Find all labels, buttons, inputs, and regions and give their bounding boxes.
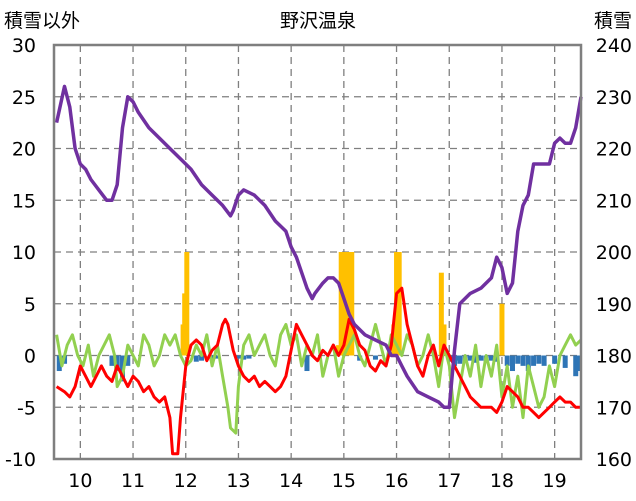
precip_orange-bar-8 [349, 252, 355, 356]
precip_blue-bar-6 [193, 355, 199, 362]
left-axis-ticks: 30 25 20 15 10 5 0 -5 -10 [5, 35, 36, 471]
x-tick-6: 16 [384, 470, 408, 492]
precip_blue-bar-7 [199, 355, 205, 361]
right-tick-7: 170 [596, 397, 632, 419]
right-axis-label: 積雪 [594, 10, 632, 32]
right-tick-5: 190 [596, 294, 632, 316]
precip_orange-bar-2 [184, 252, 190, 356]
right-tick-3: 210 [596, 190, 632, 212]
precip_blue-bar-10 [235, 355, 241, 359]
precip_blue-bar-36 [562, 355, 568, 368]
x-tick-4: 14 [279, 470, 303, 492]
left-tick-5: 5 [24, 294, 36, 316]
x-tick-7: 17 [437, 470, 461, 492]
precip_blue-bar-9 [214, 355, 220, 359]
precip_orange-bar-14 [499, 303, 505, 356]
precip_blue-bar-32 [531, 355, 537, 366]
precip_blue-bar-35 [552, 355, 558, 364]
temp_red-line [55, 286, 581, 456]
temp_green-line [55, 322, 583, 435]
left-axis-label: 積雪以外 [4, 10, 80, 32]
right-axis-ticks: 240 230 220 210 200 190 180 170 160 [596, 35, 632, 471]
x-tick-8: 18 [490, 470, 514, 492]
precip_orange-bar-7 [346, 252, 352, 356]
precip_blue-bar-18 [454, 355, 460, 361]
precip_blue-bar-30 [520, 355, 526, 366]
right-tick-8: 160 [596, 449, 632, 471]
precip_blue-bar-15 [372, 355, 378, 360]
x-tick-9: 19 [543, 470, 567, 492]
precip_blue-bar-37 [573, 355, 579, 377]
plot-frame [52, 43, 583, 461]
right-tick-2: 220 [596, 139, 632, 161]
precip_blue-bar-28 [509, 355, 515, 372]
precip_blue-bar-21 [467, 355, 473, 361]
right-tick-6: 180 [596, 346, 632, 368]
left-tick-3: 15 [12, 190, 36, 212]
precip_orange-bar-3 [336, 345, 342, 356]
x-tick-5: 15 [332, 470, 356, 492]
x-tick-1: 11 [121, 470, 145, 492]
x-tick-0: 10 [68, 470, 92, 492]
x-tick-2: 12 [174, 470, 198, 492]
precip_blue-bar-25 [488, 355, 494, 361]
left-tick-0: 30 [12, 35, 36, 57]
chart-title: 野沢温泉 [280, 10, 356, 32]
precip_blue-bar-38 [575, 355, 581, 372]
x-axis-ticks: 10 11 12 13 14 15 16 17 18 19 [68, 470, 566, 492]
series-lines [54, 84, 583, 456]
precip_blue-bar-27 [504, 355, 510, 366]
x-tick-3: 13 [226, 470, 250, 492]
left-tick-7: -5 [17, 397, 36, 419]
right-tick-1: 230 [596, 87, 632, 109]
precip_blue-bar-23 [478, 355, 484, 361]
left-tick-1: 25 [12, 87, 36, 109]
precip_blue-bar-19 [457, 355, 463, 364]
right-tick-0: 240 [596, 35, 632, 57]
snow_depth-line [54, 84, 583, 410]
precip_blue-bar-13 [304, 355, 310, 372]
right-tick-4: 200 [596, 242, 632, 264]
precip_blue-bar-11 [241, 355, 247, 360]
precip_blue-bar-33 [536, 355, 542, 364]
precip_orange-bar-11 [396, 252, 402, 356]
precip_orange-bar-12 [438, 272, 444, 356]
precip_blue-bar-0 [56, 355, 62, 372]
precip_orange-bar-13 [441, 324, 447, 356]
precip_blue-bar-3 [114, 355, 120, 372]
precip_blue-bar-34 [541, 355, 547, 366]
left-tick-2: 20 [12, 139, 36, 161]
precip_blue-bar-12 [246, 355, 252, 359]
precip_blue-bar-5 [125, 355, 131, 366]
precip_orange-bar-4 [338, 252, 344, 356]
precip_blue-bar-22 [473, 355, 479, 363]
precip_blue-bar-31 [525, 355, 531, 372]
left-tick-4: 10 [12, 242, 36, 264]
precip_blue-bar-29 [515, 355, 521, 364]
left-tick-8: -10 [5, 449, 36, 471]
precip_blue-bar-2 [109, 355, 115, 366]
left-tick-6: 0 [24, 346, 36, 368]
